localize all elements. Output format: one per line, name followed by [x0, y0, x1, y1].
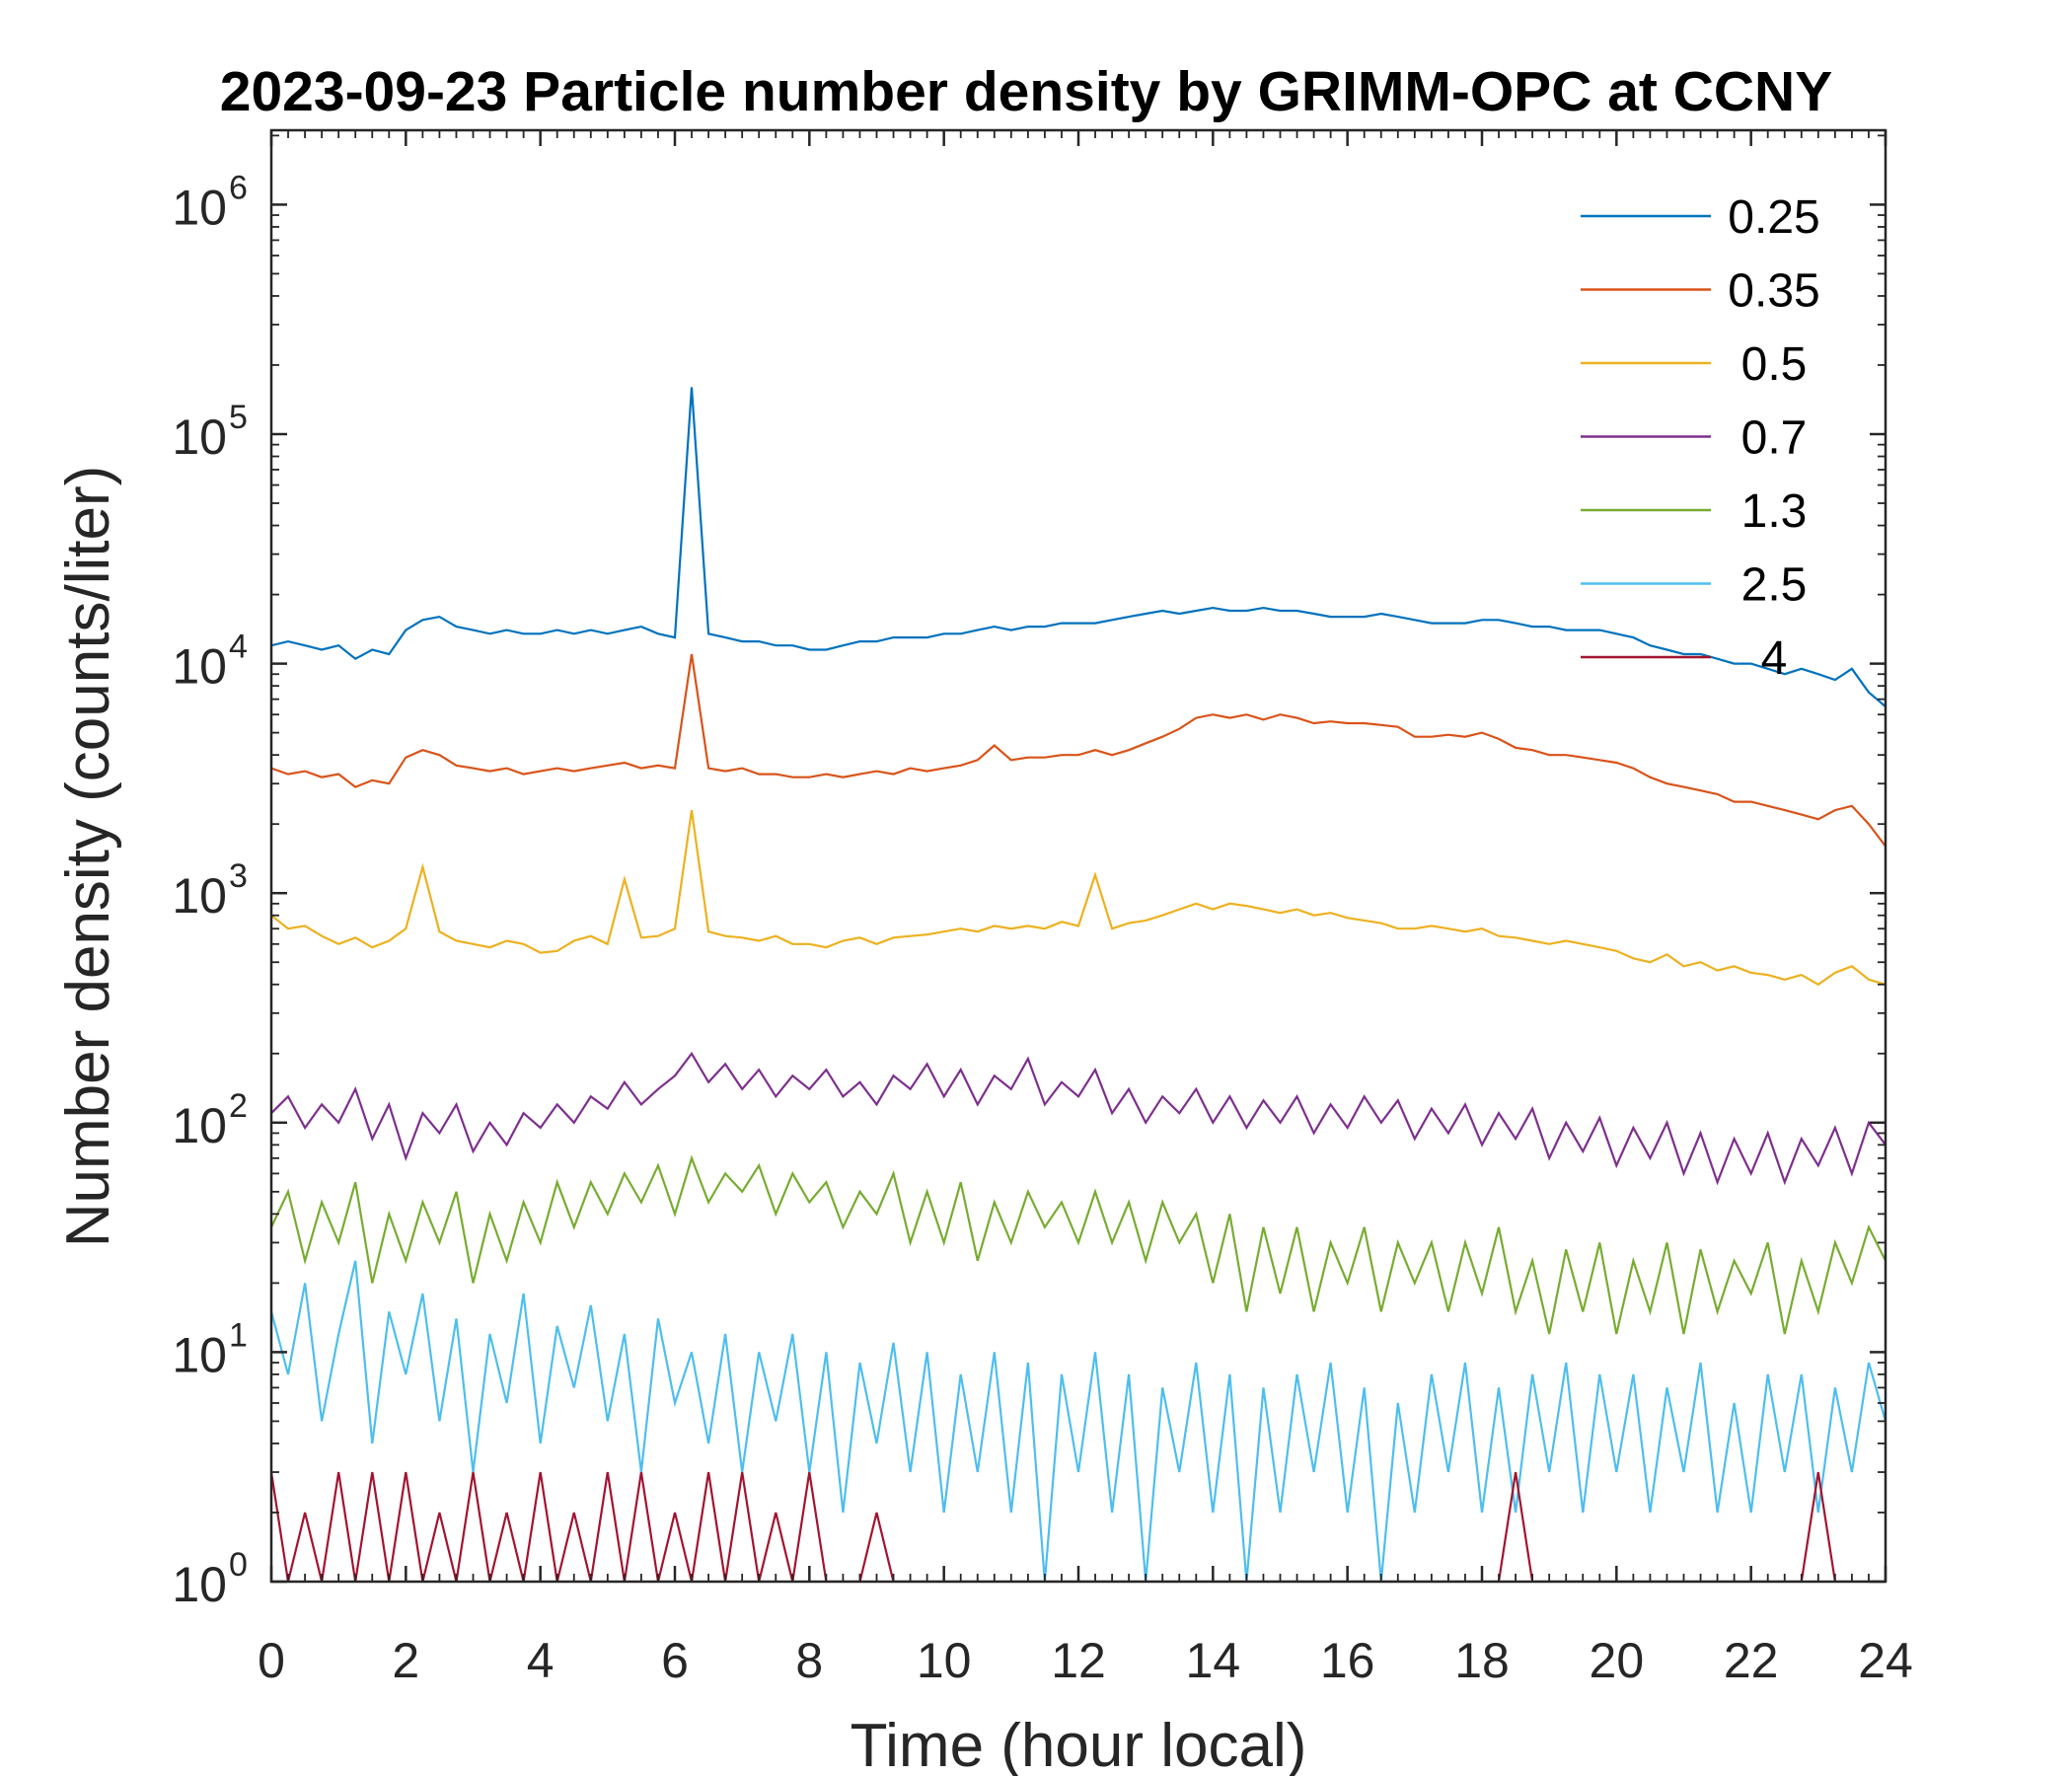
y-tick-exponent: 5	[229, 399, 248, 436]
y-tick-label: 10	[172, 868, 227, 924]
x-tick-label: 10	[917, 1633, 972, 1688]
series-line-1.3	[271, 1154, 1886, 1335]
series-line-0.7	[271, 1051, 1886, 1186]
y-tick-exponent: 2	[229, 1087, 248, 1125]
series-layer	[271, 387, 1886, 1582]
x-tick-label: 16	[1320, 1633, 1375, 1688]
y-tick-label: 10	[172, 1327, 227, 1382]
y-axis-label: Number density (counts/liter)	[54, 466, 122, 1248]
y-tick-base: 10	[172, 1557, 227, 1612]
y-tick-label: 10	[172, 409, 227, 465]
legend: 0.25 0.35 0.5 0.7 1.3 2.5 4	[1581, 191, 1820, 685]
y-tick-exponent: 0	[229, 1546, 248, 1584]
y-tick-label: 10	[172, 1098, 227, 1153]
x-tick-label: 24	[1858, 1633, 1913, 1688]
x-tick-label: 14	[1186, 1633, 1241, 1688]
x-tick-label: 12	[1051, 1633, 1106, 1688]
y-tick-base: 10	[172, 1327, 227, 1382]
x-tick-label: 18	[1454, 1633, 1510, 1688]
y-tick-exponent: 6	[229, 169, 248, 206]
legend-label: 2.5	[1741, 559, 1808, 612]
x-tick-label: 2	[392, 1633, 419, 1688]
series-line-4	[271, 1471, 1886, 1582]
legend-item-4: 4	[1581, 632, 1787, 685]
legend-item-0.25: 0.25	[1581, 191, 1820, 244]
legend-item-0.35: 0.35	[1581, 265, 1820, 318]
x-tick-label: 20	[1590, 1633, 1645, 1688]
series-line-0.5	[271, 809, 1886, 987]
x-tick-label: 8	[795, 1633, 823, 1688]
y-tick-exponent: 1	[229, 1316, 248, 1354]
legend-label: 0.35	[1728, 265, 1819, 318]
legend-label: 4	[1761, 632, 1788, 685]
legend-label: 0.25	[1728, 191, 1819, 244]
legend-item-0.7: 0.7	[1581, 412, 1807, 465]
y-tick-exponent: 4	[229, 629, 248, 666]
legend-item-2.5: 2.5	[1581, 559, 1807, 612]
legend-item-0.5: 0.5	[1581, 338, 1807, 391]
x-tick-label: 6	[661, 1633, 689, 1688]
y-tick-base: 10	[172, 868, 227, 924]
y-tick-base: 10	[172, 409, 227, 465]
y-tick-base: 10	[172, 639, 227, 695]
x-tick-label: 22	[1724, 1633, 1779, 1688]
y-tick-base: 10	[172, 180, 227, 235]
y-tick-label: 10	[172, 1557, 227, 1612]
y-tick-base: 10	[172, 1098, 227, 1153]
series-line-0.25	[271, 387, 1886, 707]
chart-title: 2023-09-23 Particle number density by GR…	[220, 60, 1832, 123]
y-tick-exponent: 3	[229, 857, 248, 895]
x-axis-label: Time (hour local)	[851, 1712, 1307, 1776]
y-tick-label: 10	[172, 180, 227, 235]
legend-label: 1.3	[1741, 485, 1808, 538]
x-tick-label: 4	[527, 1633, 555, 1688]
legend-label: 0.7	[1741, 412, 1808, 465]
y-tick-label: 10	[172, 639, 227, 695]
series-line-0.35	[271, 653, 1886, 848]
x-tick-label: 0	[258, 1633, 285, 1688]
legend-label: 0.5	[1741, 338, 1808, 391]
series-line-2.5	[271, 1260, 1886, 1582]
legend-item-1.3: 1.3	[1581, 485, 1807, 538]
